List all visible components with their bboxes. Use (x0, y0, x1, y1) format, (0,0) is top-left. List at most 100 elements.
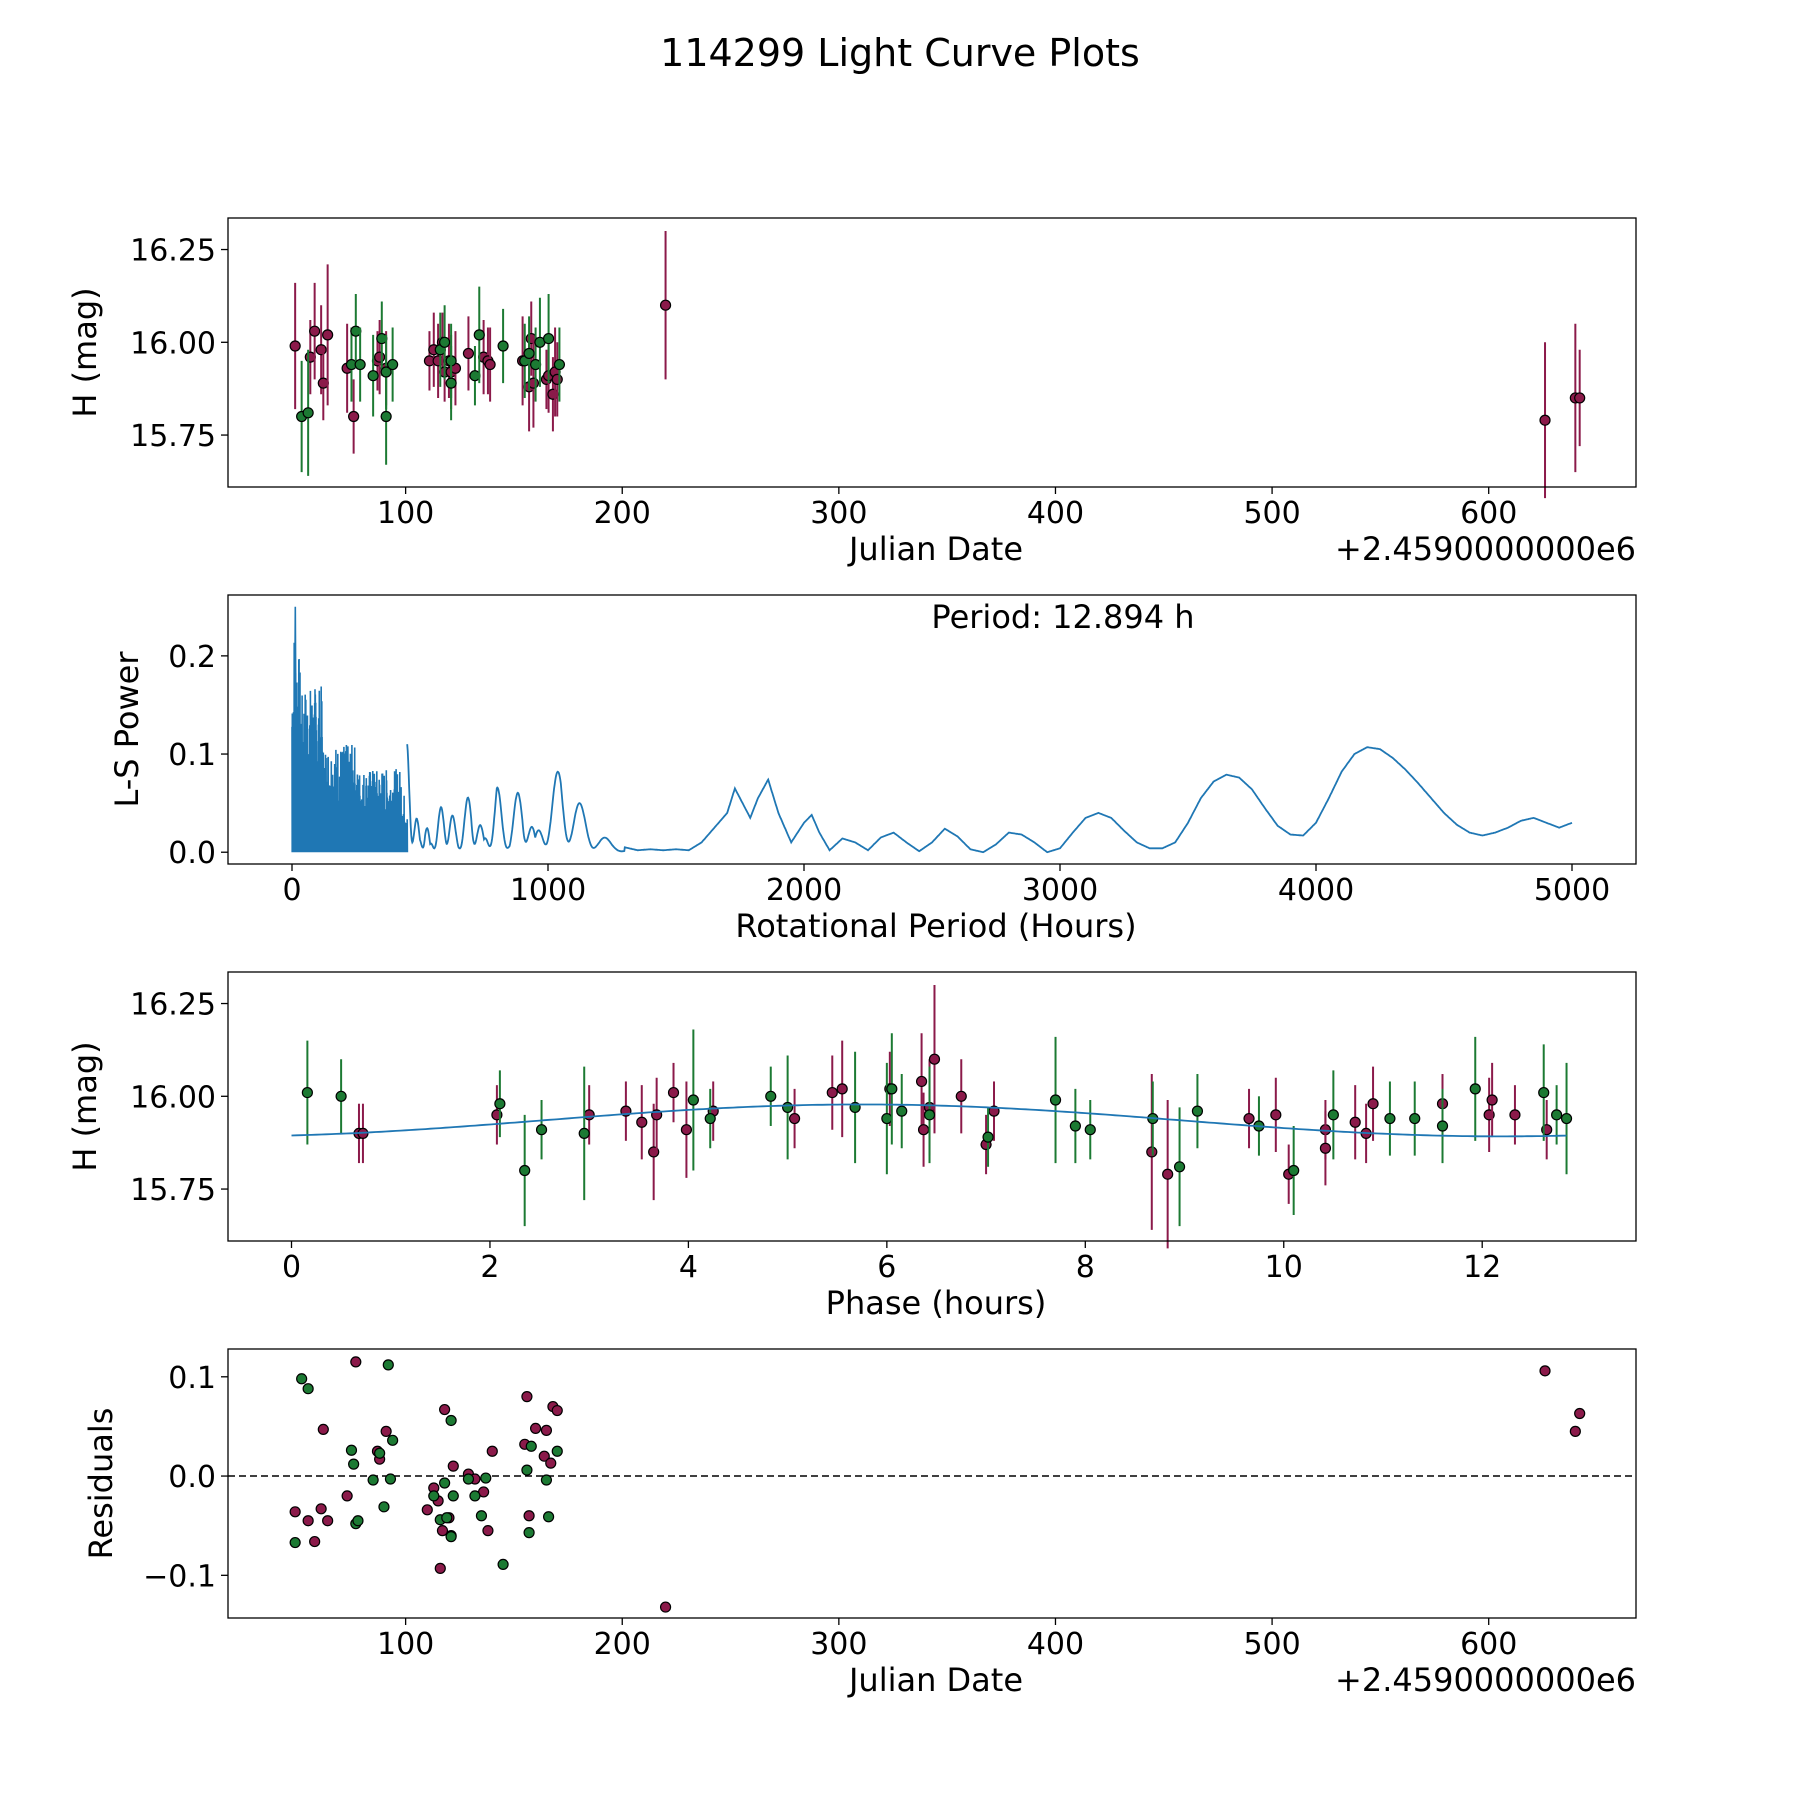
x-tick-label: 600 (1460, 496, 1517, 531)
data-point (523, 1510, 535, 1522)
data-point (519, 1164, 531, 1177)
x-offset-text: +2.4590000000e6 (1335, 1661, 1636, 1699)
y-tick-label: 0.1 (168, 738, 216, 773)
data-point (523, 347, 535, 360)
data-point (309, 325, 321, 337)
y-tick-label: 16.25 (130, 234, 216, 269)
y-tick-label: 15.75 (130, 1173, 216, 1208)
data-point (529, 1422, 542, 1435)
data-point (473, 329, 485, 341)
data-point (521, 1391, 533, 1403)
data-point (486, 1445, 498, 1457)
data-point (484, 358, 496, 371)
figure-title: 114299 Light Curve Plots (660, 31, 1140, 75)
data-point (1551, 1109, 1563, 1121)
x-tick-label: 10 (1265, 1250, 1303, 1285)
data-point (551, 373, 563, 385)
data-point (583, 1109, 595, 1121)
data-point (315, 1503, 327, 1515)
data-point (704, 1112, 716, 1125)
data-point (553, 358, 566, 371)
data-point (462, 347, 475, 360)
y-tick-label: 16.25 (130, 988, 216, 1023)
data-point (345, 1444, 358, 1456)
data-point (322, 329, 334, 341)
data-point (352, 1515, 364, 1527)
data-point (1319, 1142, 1332, 1154)
data-point (494, 1098, 506, 1110)
y-tick-label: 0.0 (168, 1460, 216, 1495)
data-point (469, 1490, 481, 1502)
data-point (886, 1083, 898, 1095)
data-point (1288, 1164, 1300, 1177)
data-point (680, 1124, 693, 1136)
data-point (659, 1601, 672, 1613)
data-point (928, 1053, 941, 1065)
data-point (380, 410, 392, 423)
y-axis-label: H (mag) (66, 287, 104, 417)
data-point (1367, 1098, 1379, 1110)
data-point (439, 336, 451, 348)
x-tick-label: 8 (1076, 1250, 1095, 1285)
data-point (542, 1511, 555, 1523)
data-point (434, 1562, 446, 1574)
data-point (826, 1086, 838, 1099)
period-annotation: Period: 12.894 h (931, 598, 1194, 636)
x-axis-label: Julian Date (847, 1661, 1023, 1699)
data-point (1162, 1168, 1174, 1180)
residuals-plot: 100 200 300 400 500 600 −0.1 0.0 0.1 Julian Date R… (82, 1348, 1637, 1699)
data-point (1574, 1407, 1586, 1420)
plot-frame (227, 217, 1637, 488)
x-tick-label: 300 (810, 1627, 867, 1662)
light-curve-plot: 100 200 300 400 500 600 15.75 16.00 16.25 Julian … (66, 217, 1637, 568)
data-point (384, 1473, 397, 1485)
data-point (551, 1404, 563, 1417)
data-point (881, 1112, 893, 1125)
x-tick-label: 600 (1460, 1627, 1517, 1662)
x-tick-label: 200 (594, 496, 651, 531)
data-point (1384, 1112, 1396, 1125)
data-point (1327, 1109, 1339, 1121)
data-point (1436, 1120, 1449, 1132)
data-point (462, 1473, 475, 1485)
plot-frame (227, 1348, 1637, 1619)
data-point (445, 377, 457, 389)
x-tick-label: 0 (282, 873, 301, 908)
periodogram-dense-line (291, 606, 409, 853)
data-point (1270, 1109, 1282, 1121)
data-point (439, 1477, 451, 1489)
data-point (354, 358, 366, 371)
x-tick-label: 300 (810, 496, 867, 531)
data-point (367, 1474, 379, 1486)
data-point (302, 1383, 314, 1395)
data-point (540, 1474, 553, 1486)
x-tick-label: 400 (1027, 1627, 1084, 1662)
x-tick-label: 3000 (1022, 873, 1098, 908)
data-point (322, 1515, 334, 1527)
data-point (551, 1445, 563, 1457)
x-tick-label: 500 (1243, 1627, 1300, 1662)
data-point (1084, 1124, 1096, 1136)
data-point (380, 366, 392, 378)
data-point (923, 1109, 936, 1121)
data-point (341, 1490, 353, 1502)
data-point (765, 1090, 777, 1102)
data-point (1069, 1120, 1081, 1132)
data-point (687, 1094, 699, 1106)
data-point (1049, 1094, 1062, 1106)
data-point (538, 1450, 550, 1462)
x-offset-text: +2.4590000000e6 (1335, 530, 1636, 568)
data-point (1509, 1109, 1521, 1121)
data-point (317, 1423, 329, 1436)
data-point (378, 1501, 390, 1513)
data-point (636, 1116, 648, 1128)
x-tick-label: 200 (594, 1627, 651, 1662)
x-tick-label: 4 (679, 1250, 698, 1285)
data-point (1469, 1083, 1481, 1095)
data-point (387, 1434, 399, 1446)
data-point (1409, 1112, 1421, 1125)
data-point (836, 1083, 848, 1095)
x-tick-label: 12 (1463, 1250, 1501, 1285)
x-tick-label: 6 (877, 1250, 896, 1285)
data-point (578, 1127, 590, 1140)
